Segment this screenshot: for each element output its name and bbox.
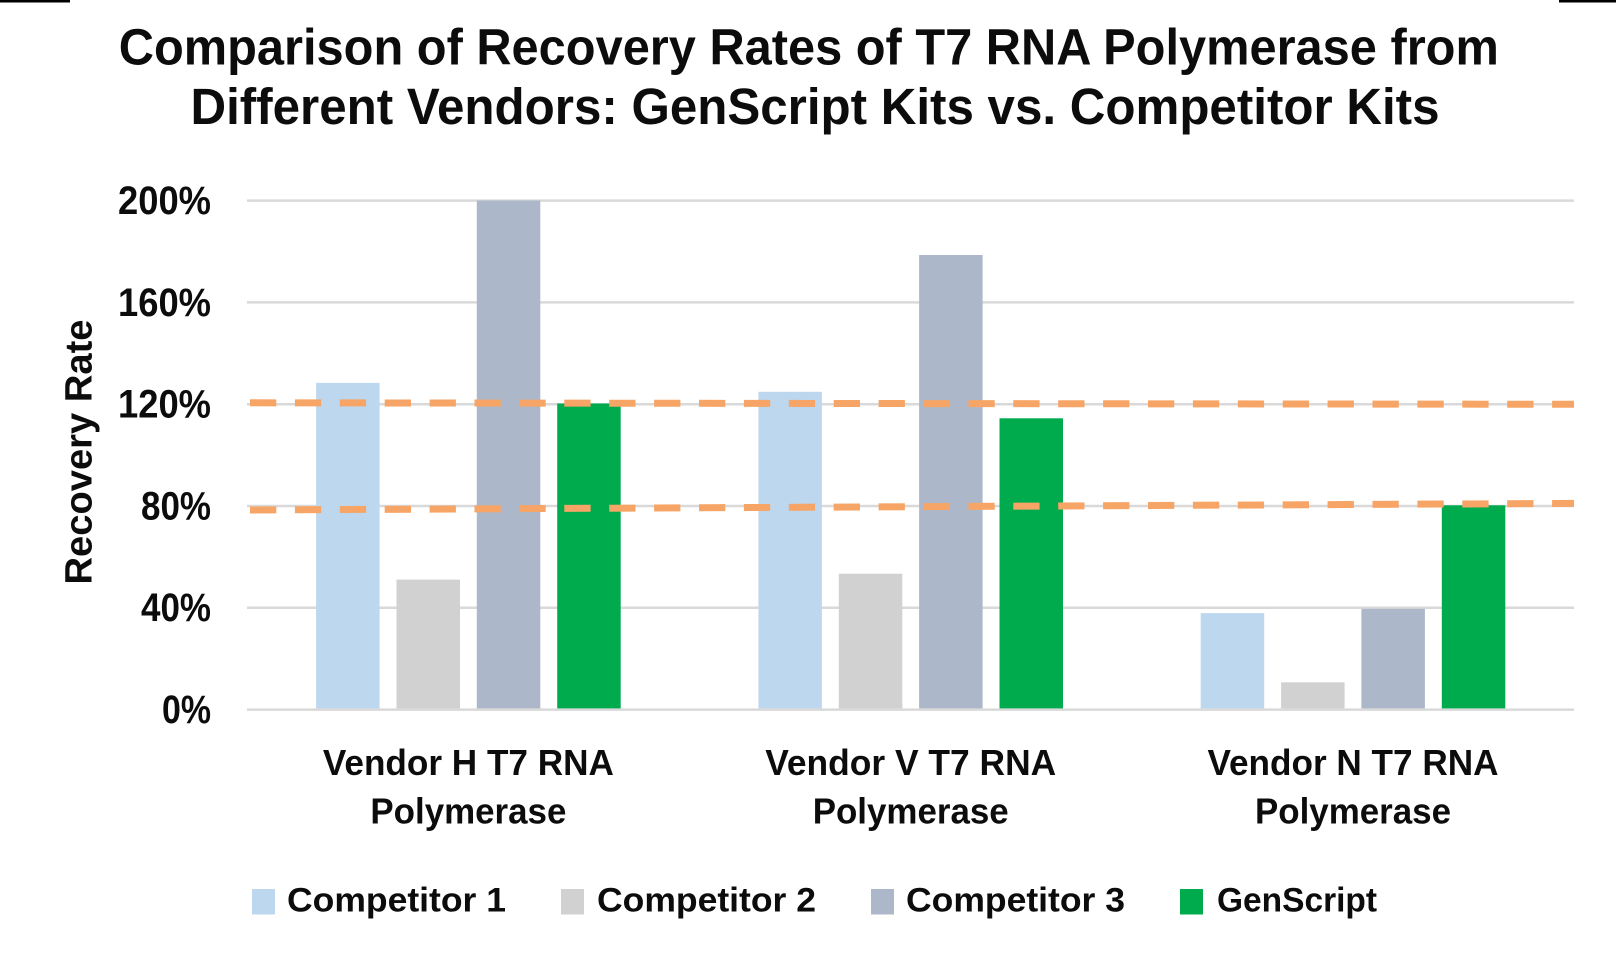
svg-text:40%: 40% [141,586,211,630]
svg-text:GenScript: GenScript [1217,882,1377,920]
svg-text:120%: 120% [118,383,211,427]
svg-text:Vendor V T7 RNA: Vendor V T7 RNA [765,742,1056,783]
svg-text:Polymerase: Polymerase [370,791,566,832]
svg-text:Comparison of Recovery Rates o: Comparison of Recovery Rates of T7 RNA P… [119,19,1499,76]
svg-text:160%: 160% [118,281,211,325]
svg-text:0%: 0% [162,688,211,732]
svg-text:80%: 80% [141,484,211,528]
svg-text:Vendor H T7 RNA: Vendor H T7 RNA [323,742,614,783]
svg-text:Polymerase: Polymerase [1255,791,1451,832]
svg-text:Vendor N T7 RNA: Vendor N T7 RNA [1208,742,1499,783]
svg-text:Competitor 3: Competitor 3 [906,882,1125,920]
svg-text:200%: 200% [118,179,211,223]
svg-text:Recovery Rate: Recovery Rate [59,320,101,585]
svg-text:Competitor 2: Competitor 2 [597,882,816,920]
svg-text:Competitor 1: Competitor 1 [287,882,506,920]
svg-text:Polymerase: Polymerase [813,791,1009,832]
svg-text:Different Vendors: GenScript K: Different Vendors: GenScript Kits vs. Co… [191,78,1440,135]
